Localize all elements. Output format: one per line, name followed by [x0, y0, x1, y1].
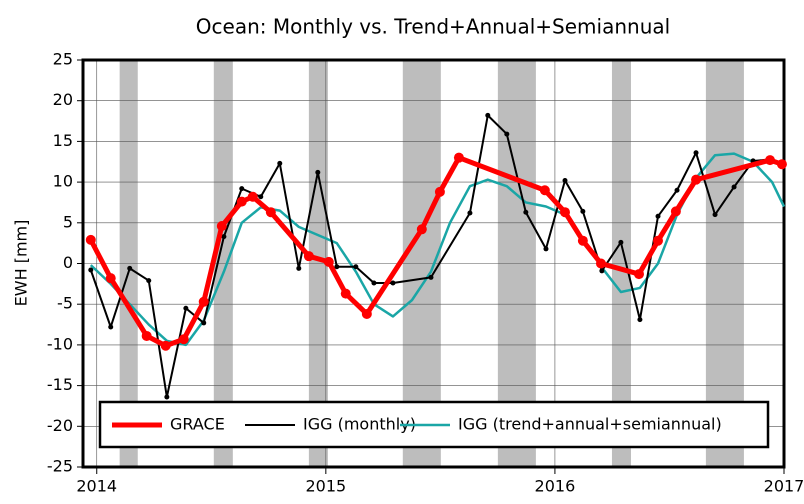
- data-point: [216, 221, 227, 232]
- data-point: [178, 334, 189, 345]
- plot-frame: [81, 58, 786, 469]
- data-point: [453, 152, 464, 163]
- data-point: [390, 280, 396, 286]
- y-tick-label: 20: [53, 90, 73, 109]
- y-tick-label: 5: [63, 212, 73, 231]
- data-point: [504, 131, 510, 137]
- x-tick-label: 2014: [76, 477, 117, 496]
- data-point: [247, 191, 258, 202]
- y-tick-label: -20: [47, 416, 73, 435]
- legend-label: GRACE: [170, 415, 225, 434]
- data-point: [141, 330, 152, 341]
- data-point: [88, 267, 94, 273]
- data-point: [467, 210, 473, 216]
- data-point: [731, 184, 737, 190]
- data-point: [434, 186, 445, 197]
- data-point: [765, 155, 776, 166]
- x-tick-label: 2016: [535, 477, 576, 496]
- data-point: [303, 251, 314, 262]
- data-point: [221, 234, 227, 240]
- data-point: [595, 258, 606, 269]
- y-tick-label: 0: [63, 253, 73, 272]
- data-point: [340, 288, 351, 299]
- data-point: [577, 235, 588, 246]
- data-point: [239, 186, 245, 192]
- chart-title: Ocean: Monthly vs. Trend+Annual+Semiannu…: [196, 15, 670, 39]
- data-point: [160, 340, 171, 351]
- data-point: [277, 160, 283, 166]
- data-point: [693, 150, 699, 156]
- data-point: [146, 278, 152, 284]
- data-point: [655, 213, 661, 219]
- legend-label: IGG (trend+annual+semiannual): [458, 415, 722, 434]
- data-point: [562, 177, 568, 183]
- y-tick-label: -25: [47, 457, 73, 476]
- data-point: [108, 324, 114, 330]
- data-point: [105, 273, 116, 284]
- data-point: [539, 185, 550, 196]
- data-point: [265, 207, 276, 218]
- data-point: [543, 246, 549, 252]
- data-point: [198, 296, 209, 307]
- data-point: [258, 194, 264, 200]
- data-point: [201, 320, 207, 326]
- data-point: [334, 264, 340, 270]
- data-point: [323, 256, 334, 267]
- data-point: [85, 234, 96, 245]
- legend-label: IGG (monthly): [303, 415, 416, 434]
- data-point: [371, 280, 377, 286]
- data-point: [599, 268, 605, 274]
- data-point: [691, 174, 702, 185]
- data-point: [776, 159, 787, 170]
- data-point: [653, 235, 664, 246]
- y-tick-label: 15: [53, 131, 73, 150]
- data-point: [674, 187, 680, 193]
- data-point: [633, 269, 644, 280]
- x-tick-label: 2015: [305, 477, 346, 496]
- data-point: [416, 224, 427, 235]
- y-tick-label: -10: [47, 334, 73, 353]
- data-point: [127, 265, 133, 271]
- data-point: [296, 265, 302, 271]
- data-point: [580, 208, 586, 214]
- y-tick-label: 25: [53, 50, 73, 69]
- data-point: [236, 196, 247, 207]
- data-point: [637, 317, 643, 323]
- x-tick-label: 2017: [764, 477, 804, 496]
- data-point: [353, 264, 359, 270]
- data-point: [428, 274, 434, 280]
- data-point: [670, 206, 681, 217]
- data-point: [361, 308, 372, 319]
- y-tick-label: -5: [57, 294, 73, 313]
- data-point: [712, 212, 718, 218]
- data-point: [485, 112, 491, 118]
- data-point: [523, 209, 529, 215]
- data-point: [559, 207, 570, 218]
- data-point: [618, 239, 624, 245]
- data-point: [315, 169, 321, 175]
- data-point: [164, 394, 170, 400]
- y-axis-label: EWH [mm]: [12, 220, 31, 307]
- y-tick-label: 10: [53, 172, 73, 191]
- data-point: [183, 305, 189, 311]
- y-tick-label: -15: [47, 375, 73, 394]
